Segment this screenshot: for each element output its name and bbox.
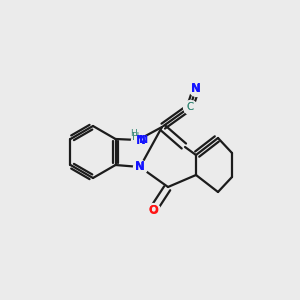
Text: H: H <box>132 132 139 142</box>
Text: H: H <box>130 129 136 138</box>
Text: N: N <box>136 134 146 146</box>
Text: N: N <box>135 160 145 173</box>
Text: O: O <box>148 203 158 217</box>
Text: N: N <box>135 162 145 172</box>
Text: N: N <box>191 82 201 95</box>
Text: C: C <box>187 102 194 112</box>
Text: O: O <box>148 205 158 215</box>
Text: C: C <box>186 102 194 112</box>
Text: N: N <box>139 135 148 145</box>
Text: N: N <box>191 84 201 94</box>
